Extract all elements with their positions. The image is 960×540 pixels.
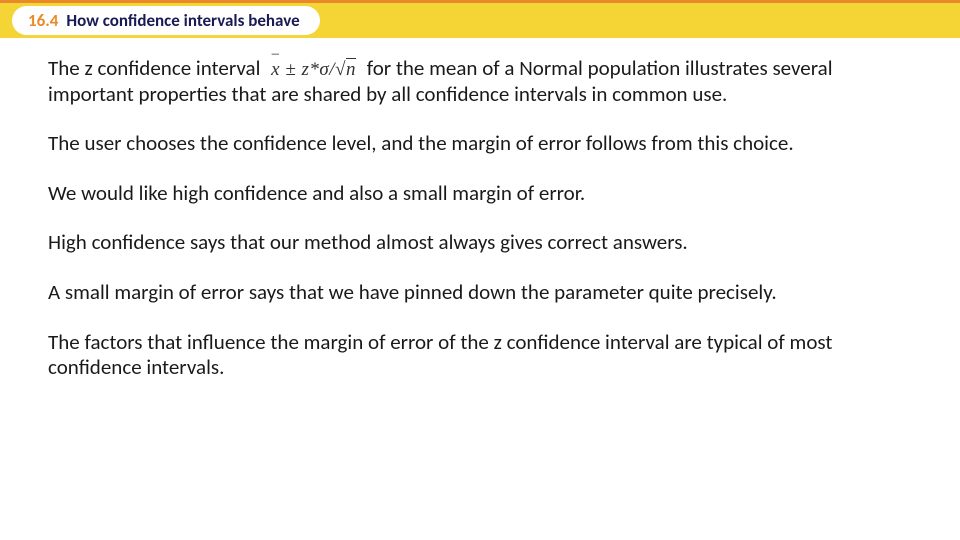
header-pill: 16.4 How confidence intervals behave [12,6,320,35]
section-number: 16.4 [28,10,58,31]
paragraph-6: The factors that influence the margin of… [48,330,912,381]
header-band: 16.4 How confidence intervals behave [0,0,960,38]
paragraph-1: The z confidence interval x ± z*σ/√n for… [48,56,912,107]
content-area: The z confidence interval x ± z*σ/√n for… [0,38,960,381]
section-title: How confidence intervals behave [66,10,299,31]
paragraph-5: A small margin of error says that we hav… [48,280,912,306]
paragraph-4: High confidence says that our method alm… [48,230,912,256]
paragraph-3: We would like high confidence and also a… [48,181,912,207]
formula-z-interval: x ± z*σ/√n [265,59,362,80]
p1-lead: The z confidence interval [48,55,260,81]
paragraph-2: The user chooses the confidence level, a… [48,131,912,157]
